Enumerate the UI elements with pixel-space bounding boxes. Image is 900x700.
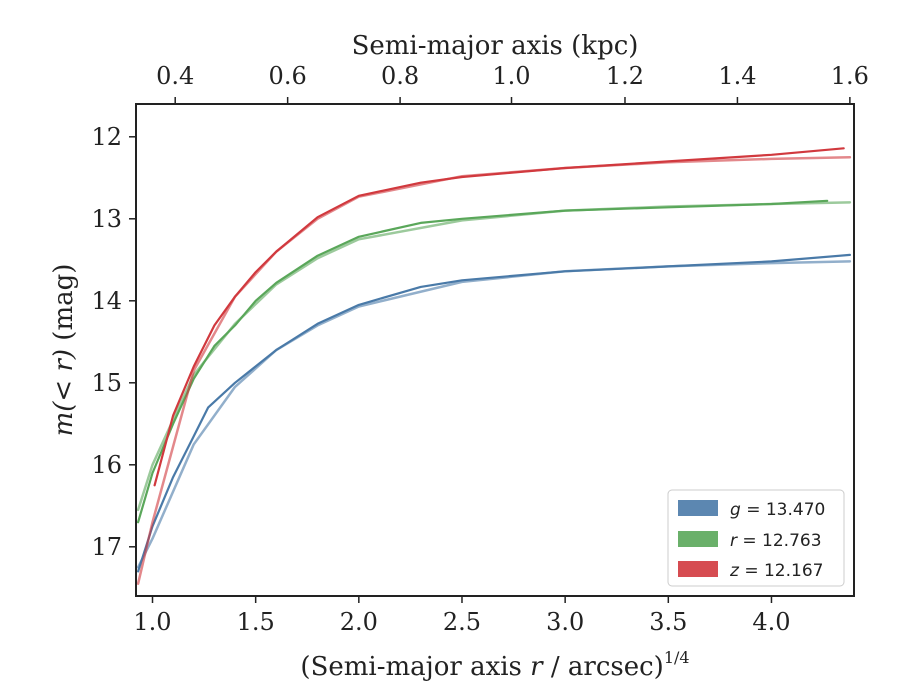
x-axis-title: (Semi-major axis r / arcsec)1/4 [300, 648, 689, 682]
x-tick-label: 2.0 [340, 608, 378, 636]
legend-swatch-r [678, 531, 718, 547]
y-tick-label: 16 [91, 451, 122, 479]
top-axis-title: Semi-major axis (kpc) [352, 31, 639, 61]
top-tick-label: 1.0 [492, 62, 530, 90]
ticks: 1.0 1.5 2.0 2.5 3.0 3.5 4.0 12 13 14 15 16 17 0.4 0.6 0… [91, 62, 869, 636]
top-tick-label: 0.6 [269, 62, 307, 90]
legend-swatch-z [678, 561, 718, 577]
x-axis-title-unit: / arcsec) [551, 652, 664, 682]
data-line-z [153, 147, 845, 487]
top-tick-label: 1.4 [718, 62, 756, 90]
x-tick-label: 4.0 [752, 608, 790, 636]
legend-label-z: z = 12.167 [729, 561, 823, 581]
x-axis-title-main: (Semi-major axis [300, 652, 521, 682]
legend-label-r: r = 12.763 [730, 531, 822, 551]
x-tick-label: 1.0 [133, 608, 171, 636]
y-axis-title-math: m(< r) [49, 349, 79, 436]
x-tick-label: 1.5 [237, 608, 275, 636]
x-tick-label: 2.5 [443, 608, 481, 636]
data-line-g [137, 253, 852, 573]
plot-frame [135, 103, 855, 597]
legend: g = 13.470 r = 12.763 z = 12.167 [667, 489, 845, 587]
y-axis-title: m(< r) (mag) [49, 264, 79, 437]
x-tick-label: 3.5 [649, 608, 687, 636]
y-tick-label: 14 [91, 287, 122, 315]
top-tick-label: 1.2 [606, 62, 644, 90]
x-axis-title-exponent: 1/4 [664, 648, 690, 667]
top-tick-label: 1.6 [831, 62, 869, 90]
y-tick-label: 15 [91, 369, 122, 397]
top-tick-label: 0.8 [381, 62, 419, 90]
y-tick-label: 12 [91, 123, 122, 151]
y-tick-label: 13 [91, 205, 122, 233]
plot-lines [136, 147, 852, 585]
model-line-z [136, 156, 852, 585]
y-axis-title-unit: (mag) [49, 264, 79, 341]
legend-label-g: g = 13.470 [730, 500, 825, 520]
data-line-r [137, 199, 829, 524]
legend-swatch-g [678, 500, 718, 516]
top-tick-label: 0.4 [156, 62, 194, 90]
x-axis-title-var: r [530, 652, 544, 682]
x-tick-label: 3.0 [546, 608, 584, 636]
y-tick-label: 17 [91, 533, 122, 561]
